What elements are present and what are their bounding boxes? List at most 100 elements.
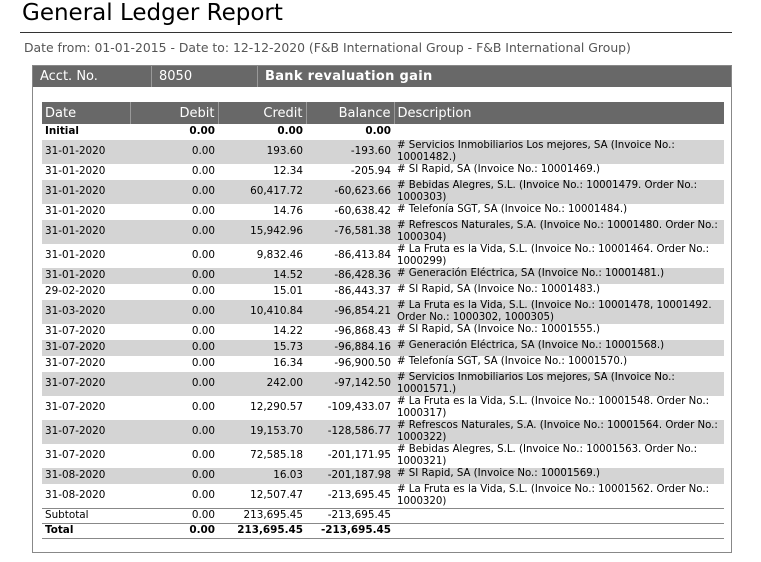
report-title: General Ledger Report: [22, 0, 283, 26]
account-number: 8050: [159, 69, 193, 84]
row-credit: 242.00: [218, 372, 306, 396]
row-credit: 12,507.47: [218, 484, 306, 509]
table-row: 31-01-2020 0.00 14.76 -60,638.42 # Telefonía…: [42, 204, 724, 220]
row-credit: 10,410.84: [218, 300, 306, 324]
initial-debit: 0.00: [130, 124, 218, 140]
row-debit: 0.00: [130, 340, 218, 356]
row-credit: 14.52: [218, 268, 306, 284]
column-header-date: Date: [42, 102, 131, 124]
row-date: 31-08-2020: [42, 468, 130, 484]
row-debit: 0.00: [130, 164, 218, 180]
row-balance: -60,638.42: [306, 204, 394, 220]
account-name: Bank revaluation gain: [265, 69, 433, 84]
table-row: 31-01-2020 0.00 193.60 -193.60 # Servicios I…: [42, 140, 724, 164]
row-description: # Telefonía SGT, SA (Invoice No.: 100015…: [394, 356, 724, 372]
table-row: 31-01-2020 0.00 60,417.72 -60,623.66 # Bebid…: [42, 180, 724, 204]
row-debit: 0.00: [130, 180, 218, 204]
row-date: 31-07-2020: [42, 444, 130, 468]
column-header-balance: Balance: [306, 102, 395, 124]
row-balance: -86,413.84: [306, 244, 394, 268]
ledger-table: Date Debit Credit Balance Description In…: [42, 102, 724, 539]
account-number-label: Acct. No.: [40, 69, 98, 84]
row-date: 29-02-2020: [42, 284, 130, 300]
row-balance: -109,433.07: [306, 396, 394, 420]
row-description: # Bebidas Alegres, S.L. (Invoice No.: 10…: [394, 444, 724, 468]
row-description: # Servicios Inmobiliarios Los mejores, S…: [394, 372, 724, 396]
row-credit: 72,585.18: [218, 444, 306, 468]
row-debit: 0.00: [130, 444, 218, 468]
row-date: 31-01-2020: [42, 268, 130, 284]
row-description: # La Fruta es la Vida, S.L. (Invoice No.…: [394, 484, 724, 509]
row-date: 31-01-2020: [42, 220, 130, 244]
initial-row: Initial 0.00 0.00 0.00: [42, 124, 724, 140]
row-description: # SI Rapid, SA (Invoice No.: 10001569.): [394, 468, 724, 484]
subtotal-balance: -213,695.45: [306, 508, 394, 524]
table-row: 31-01-2020 0.00 15,942.96 -76,581.38 # Refre…: [42, 220, 724, 244]
row-balance: -76,581.38: [306, 220, 394, 244]
total-credit: 213,695.45: [218, 523, 306, 539]
row-balance: -86,428.36: [306, 268, 394, 284]
row-balance: -96,900.50: [306, 356, 394, 372]
row-debit: 0.00: [130, 420, 218, 444]
column-header-credit: Credit: [218, 102, 307, 124]
row-debit: 0.00: [130, 284, 218, 300]
row-description: # La Fruta es la Vida, S.L. (Invoice No.…: [394, 396, 724, 420]
table-header-row: Date Debit Credit Balance Description: [42, 102, 724, 124]
row-date: 31-07-2020: [42, 372, 130, 396]
title-divider: [20, 32, 732, 33]
row-debit: 0.00: [130, 396, 218, 420]
row-debit: 0.00: [130, 244, 218, 268]
account-header-divider: [151, 66, 152, 87]
row-date: 31-01-2020: [42, 140, 130, 164]
row-description: # SI Rapid, SA (Invoice No.: 10001469.): [394, 164, 724, 180]
table-row: 29-02-2020 0.00 15.01 -86,443.37 # SI Rapid,…: [42, 284, 724, 300]
subtotal-label: Subtotal: [42, 508, 130, 524]
row-credit: 14.76: [218, 204, 306, 220]
row-credit: 15,942.96: [218, 220, 306, 244]
row-balance: -86,443.37: [306, 284, 394, 300]
total-description: [394, 523, 724, 539]
row-description: # Bebidas Alegres, S.L. (Invoice No.: 10…: [394, 180, 724, 204]
subtotal-debit: 0.00: [130, 508, 218, 524]
total-row: Total 0.00 213,695.45 -213,695.45: [42, 523, 724, 539]
table-row: 31-07-2020 0.00 12,290.57 -109,433.07 # La F…: [42, 396, 724, 420]
initial-label: Initial: [42, 124, 130, 140]
row-balance: -213,695.45: [306, 484, 394, 509]
row-credit: 12.34: [218, 164, 306, 180]
initial-balance: 0.00: [306, 124, 394, 140]
ledger-body: Initial 0.00 0.00 0.00 31-01-2020 0.00 193…: [42, 124, 724, 509]
row-credit: 12,290.57: [218, 396, 306, 420]
table-row: 31-08-2020 0.00 16.03 -201,187.98 # SI Rapid…: [42, 468, 724, 484]
row-description: # Generación Eléctrica, SA (Invoice No.:…: [394, 340, 724, 356]
initial-description: [394, 124, 724, 140]
row-date: 31-07-2020: [42, 340, 130, 356]
row-credit: 9,832.46: [218, 244, 306, 268]
row-debit: 0.00: [130, 484, 218, 509]
table-row: 31-07-2020 0.00 15.73 -96,884.16 # Generació…: [42, 340, 724, 356]
row-date: 31-08-2020: [42, 484, 130, 509]
row-balance: -96,884.16: [306, 340, 394, 356]
row-credit: 16.34: [218, 356, 306, 372]
row-credit: 19,153.70: [218, 420, 306, 444]
table-row: 31-07-2020 0.00 72,585.18 -201,171.95 # Bebi…: [42, 444, 724, 468]
row-balance: -97,142.50: [306, 372, 394, 396]
row-debit: 0.00: [130, 268, 218, 284]
row-description: # La Fruta es la Vida, S.L. (Invoice No.…: [394, 244, 724, 268]
row-balance: -201,171.95: [306, 444, 394, 468]
table-row: 31-01-2020 0.00 14.52 -86,428.36 # Generació…: [42, 268, 724, 284]
table-row: 31-07-2020 0.00 16.34 -96,900.50 # Telefonía…: [42, 356, 724, 372]
row-debit: 0.00: [130, 356, 218, 372]
row-date: 31-01-2020: [42, 244, 130, 268]
row-balance: -193.60: [306, 140, 394, 164]
total-label: Total: [42, 523, 130, 539]
row-debit: 0.00: [130, 300, 218, 324]
row-date: 31-07-2020: [42, 356, 130, 372]
table-row: 31-07-2020 0.00 19,153.70 -128,586.77 # Refr…: [42, 420, 724, 444]
table-row: 31-01-2020 0.00 12.34 -205.94 # SI Rapid, SA…: [42, 164, 724, 180]
subtotal-row: Subtotal 0.00 213,695.45 -213,695.45: [42, 508, 724, 524]
table-row: 31-08-2020 0.00 12,507.47 -213,695.45 # La F…: [42, 484, 724, 509]
column-header-debit: Debit: [130, 102, 219, 124]
row-date: 31-07-2020: [42, 324, 130, 340]
column-header-description: Description: [394, 102, 724, 124]
row-credit: 193.60: [218, 140, 306, 164]
